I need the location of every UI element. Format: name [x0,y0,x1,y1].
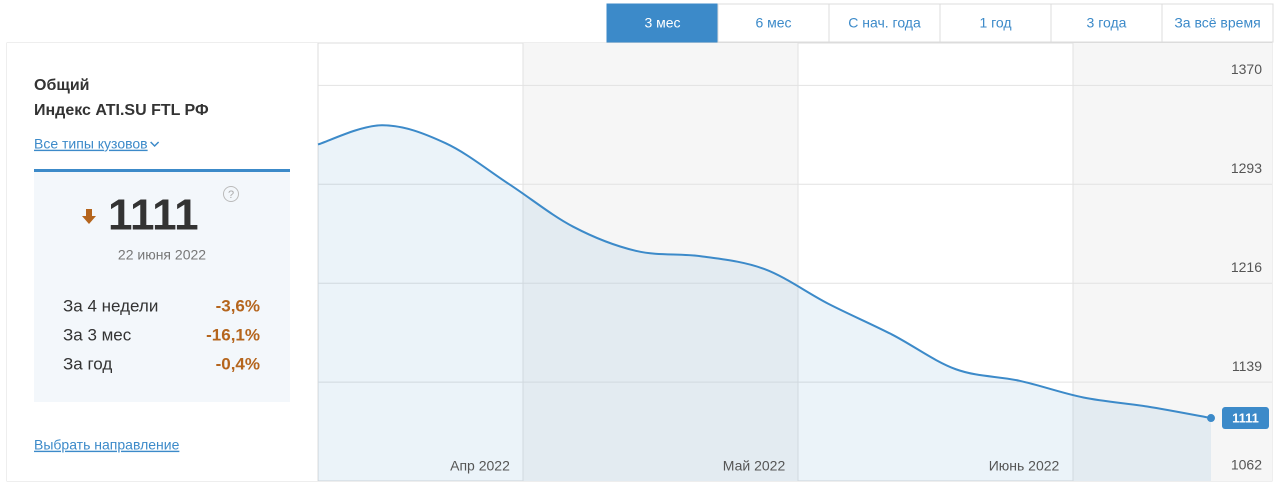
stat-label: За 4 недели [63,296,158,315]
stat-value: -16,1% [206,325,260,344]
y-tick-label: 1293 [1231,160,1262,176]
stat-value: -0,4% [216,354,260,373]
stat-label: За 3 мес [63,325,132,344]
tab[interactable] [606,3,719,43]
help-icon-text[interactable]: ? [228,189,234,201]
tab-label[interactable]: 1 год [979,15,1011,31]
y-tick-label: 1216 [1231,259,1262,275]
last-point [1207,414,1215,423]
chevron[interactable] [150,141,160,148]
tab[interactable] [1050,3,1163,43]
x-month-label: Апр 2022 [450,458,510,474]
tab[interactable] [717,3,830,43]
stat-value: -3,6% [216,296,260,315]
value-badge-label: 1111 [1232,410,1259,425]
down-arrow [82,209,96,224]
index-title: Общий [34,77,90,94]
tab-label[interactable]: За всё время [1174,15,1260,31]
value-date: 22 июня 2022 [118,247,206,263]
help-icon[interactable] [223,186,239,202]
tab[interactable] [828,3,941,43]
direction-link[interactable]: Выбрать направление [34,437,180,453]
month-band [523,43,798,481]
summary-panel [34,171,290,402]
y-tick-label: 1370 [1231,61,1262,77]
current-value: 1111 [108,191,199,240]
area [318,125,1211,482]
tab-label[interactable]: С нач. года [848,15,921,31]
value-badge [1222,407,1269,430]
stats: За 4 недели -3,6% За 3 мес -16,1% За год -0,4… [63,296,260,373]
y-tick-label: 1139 [1232,358,1262,374]
x-month-label: Май 2022 [723,458,786,474]
tabs: 3 мес 6 мес С нач. года 1 год 3 года За всё в… [606,3,1274,43]
tab-label[interactable]: 6 мес [755,15,791,31]
panel-accent [34,169,290,172]
line [317,124,1212,420]
x-month-label: Июнь 2022 [989,458,1060,474]
tab[interactable] [1161,3,1274,43]
tab-label[interactable]: 3 мес [644,15,680,31]
y-tick-label: 1062 [1231,457,1262,473]
stat-label: За год [63,354,112,373]
tab[interactable] [939,3,1052,43]
body-type-filter[interactable]: Все типы кузовов [34,136,148,152]
index-subtitle: Индекс ATI.SU FTL РФ [34,102,209,119]
tab-label[interactable]: 3 года [1087,15,1127,31]
